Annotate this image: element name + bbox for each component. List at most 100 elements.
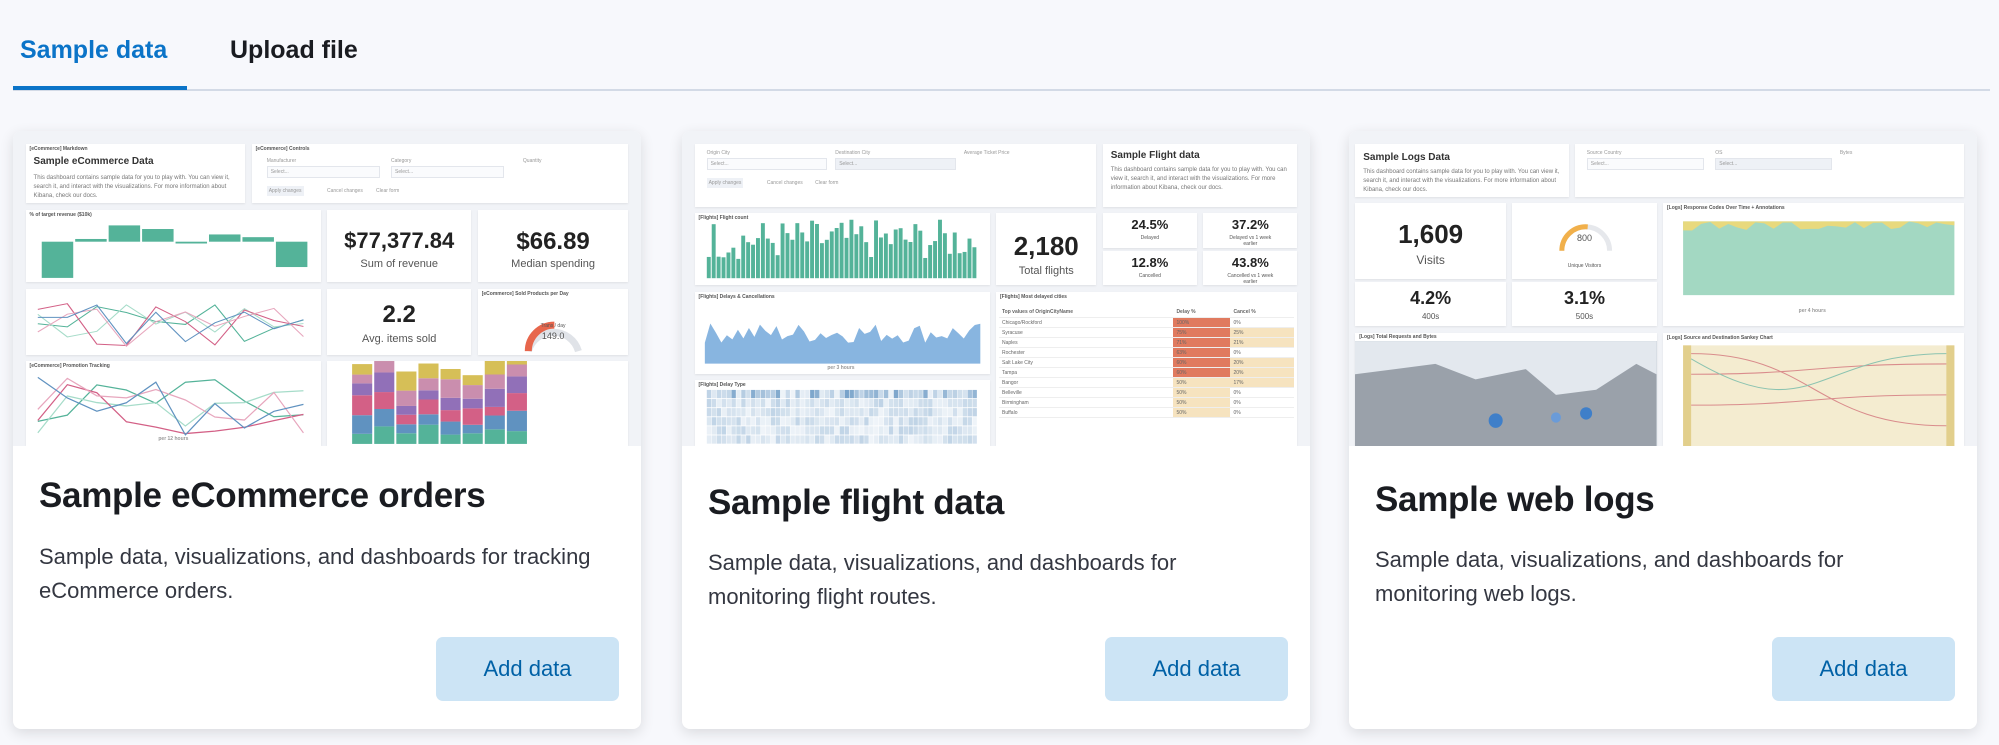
heat-cell xyxy=(740,417,746,426)
metric-value: 43.8% xyxy=(1231,254,1269,270)
heat-cell xyxy=(893,417,898,426)
card-title: Sample eCommerce orders xyxy=(39,476,486,515)
heat-cell xyxy=(873,426,879,435)
metric-value: 37.2% xyxy=(1231,216,1269,232)
heat-cell xyxy=(922,389,928,399)
heat-cell xyxy=(745,417,751,426)
heat-cell xyxy=(789,407,795,417)
heat-cell xyxy=(760,426,765,435)
heat-cell xyxy=(780,417,785,426)
heat-cell xyxy=(888,407,893,417)
heat-cell xyxy=(922,435,928,444)
heat-cell xyxy=(829,407,834,417)
bar xyxy=(740,235,745,279)
heat-cell xyxy=(893,435,898,444)
heat-cell xyxy=(794,407,800,417)
markdown-panel: [eCommerce] Markdown Sample eCommerce Da… xyxy=(25,143,246,204)
bar xyxy=(765,238,770,279)
heat-cell xyxy=(780,398,785,408)
markdown-panel: Sample Logs Data This dashboard contains… xyxy=(1355,143,1569,198)
heat-cell xyxy=(789,389,795,399)
table-row: Bangor 50% 17% xyxy=(999,377,1295,389)
heat-cell xyxy=(849,435,854,444)
heat-cell xyxy=(726,389,731,399)
heat-cell xyxy=(932,389,938,399)
heat-cell xyxy=(716,398,721,408)
heat-cell xyxy=(839,435,844,444)
heat-cell xyxy=(962,426,967,435)
heat-cell xyxy=(888,426,893,435)
bar-segment xyxy=(462,424,483,434)
heat-cell xyxy=(849,407,854,417)
heat-cell xyxy=(952,398,957,408)
table-row: Birmingham 50% 0% xyxy=(999,397,1295,409)
heat-cell xyxy=(775,435,780,444)
heat-cell xyxy=(898,417,903,426)
tab-sample-data[interactable]: Sample data xyxy=(20,36,168,64)
heat-cell xyxy=(957,389,962,399)
origin-select: Select... xyxy=(706,157,828,170)
heat-cell xyxy=(962,389,967,399)
bar-segment xyxy=(418,378,439,391)
heat-cell xyxy=(937,398,942,408)
logs-dashboard-preview: Sample Logs Data This dashboard contains… xyxy=(1349,131,1977,446)
cancelled-metric: 12.8% Cancelled xyxy=(1102,250,1197,286)
table-cell: Tampa xyxy=(999,367,1174,379)
heat-cell xyxy=(912,398,918,408)
bar-segment xyxy=(352,415,373,434)
tab-upload-file[interactable]: Upload file xyxy=(230,36,358,64)
heat-cell xyxy=(903,398,908,408)
heat-cell xyxy=(898,407,903,417)
heat-cell xyxy=(868,407,874,417)
heat-cell xyxy=(839,389,844,399)
heat-cell xyxy=(785,417,790,426)
heat-cell xyxy=(750,398,756,408)
bar xyxy=(770,242,775,279)
heat-cell xyxy=(765,398,770,408)
heat-cell xyxy=(849,398,854,408)
heat-cell xyxy=(799,426,805,435)
visits-metric: 1,609 Visits xyxy=(1355,203,1506,280)
md-title: Sample Logs Data xyxy=(1363,151,1450,163)
bar xyxy=(952,232,957,279)
bar xyxy=(41,241,73,278)
heat-cell xyxy=(785,435,790,444)
heat-cell xyxy=(750,407,756,417)
heat-cell xyxy=(711,389,716,399)
heat-cell xyxy=(898,426,903,435)
heat-cell xyxy=(819,426,824,435)
heat-cell xyxy=(937,435,942,444)
add-data-button[interactable]: Add data xyxy=(436,637,619,701)
axis-label: per 3 hours xyxy=(827,364,855,371)
heat-cell xyxy=(730,435,736,444)
heat-cell xyxy=(878,389,883,399)
bar xyxy=(873,220,878,279)
gauge-label: Trans / day xyxy=(540,322,566,329)
table-cell: Belleville xyxy=(999,387,1174,399)
heat-cell xyxy=(829,389,834,399)
bar xyxy=(863,242,868,279)
table-cell: Chicago/Rockford xyxy=(999,317,1174,329)
heat-cell xyxy=(726,417,731,426)
bar xyxy=(789,239,794,279)
heat-cell xyxy=(730,417,736,426)
heat-cell xyxy=(868,389,874,399)
heat-cell xyxy=(839,398,844,408)
add-data-button[interactable]: Add data xyxy=(1772,637,1955,701)
card-description: Sample data, visualizations, and dashboa… xyxy=(1375,547,1844,606)
bar xyxy=(942,233,947,279)
heat-cell xyxy=(888,417,893,426)
heat-cell xyxy=(799,398,805,408)
heat-cell xyxy=(706,407,711,417)
panel-title: [eCommerce] Promotion Tracking xyxy=(29,362,110,369)
gauge-value: 800 xyxy=(1576,233,1592,244)
heat-cell xyxy=(868,417,874,426)
heat-cell xyxy=(721,389,726,399)
avg-items-metric: 2.2 Avg. items sold xyxy=(327,288,472,355)
heat-cell xyxy=(971,426,977,435)
bar xyxy=(883,233,888,279)
add-data-button[interactable]: Add data xyxy=(1105,637,1288,701)
heat-cell xyxy=(721,426,726,435)
bar xyxy=(750,244,755,279)
heat-cell xyxy=(789,398,795,408)
